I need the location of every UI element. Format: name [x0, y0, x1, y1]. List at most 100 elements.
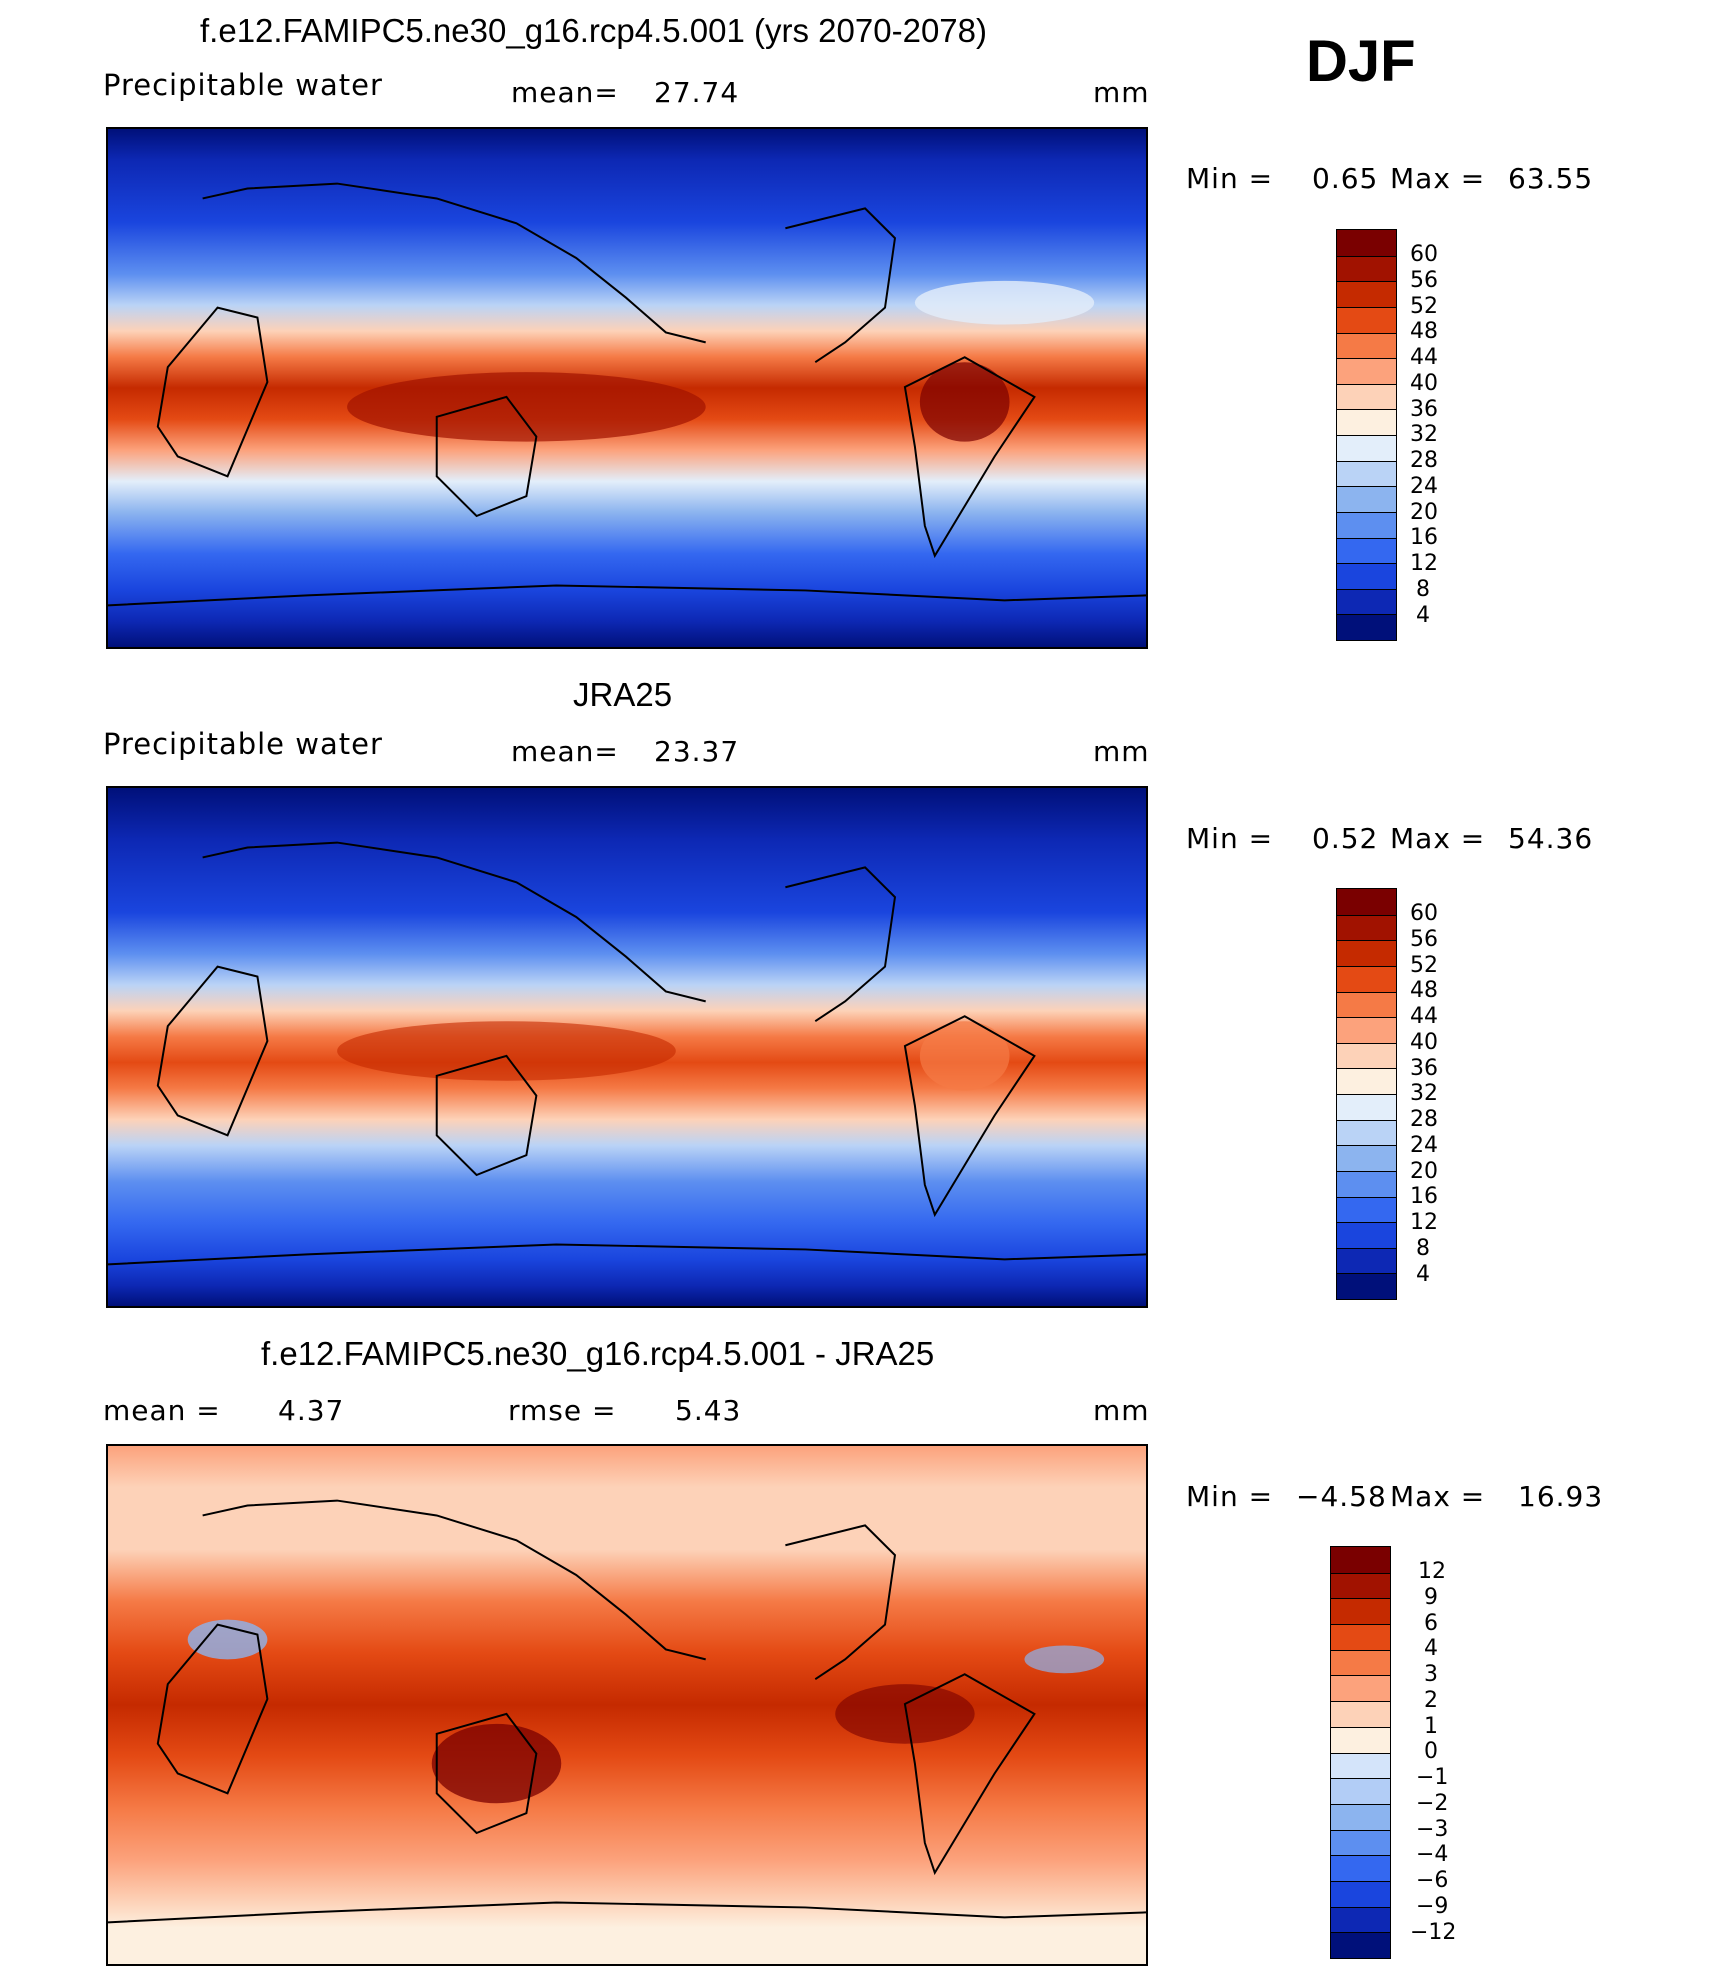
panel-1-colorbar-tick: 4 — [1416, 603, 1430, 628]
panel-1-units: mm — [1093, 76, 1150, 109]
panel-2-title: JRA25 — [573, 676, 673, 713]
panel-1-mean-value: 27.74 — [654, 76, 740, 109]
panel-2-colorbar-swatch — [1337, 1119, 1396, 1146]
panel-2-colorbar-tick: 40 — [1410, 1030, 1438, 1055]
panel-1-colorbar-tick: 60 — [1410, 242, 1438, 267]
panel-1-variable-label: Precipitable water — [103, 68, 383, 102]
panel-3-colorbar-swatch — [1331, 1752, 1390, 1779]
panel-3-colorbar-tick: −2 — [1416, 1791, 1449, 1816]
panel-2-colorbar-swatch — [1337, 889, 1396, 915]
panel-3-colorbar-swatch — [1331, 1547, 1390, 1573]
panel-2-mean-value: 23.37 — [654, 735, 740, 768]
panel-1-colorbar-swatch — [1337, 383, 1396, 410]
panel-1-colorbar-swatch — [1337, 460, 1396, 487]
panel-3-mean-label: mean = — [103, 1394, 221, 1427]
panel-3-colorbar-tick: 0 — [1424, 1739, 1438, 1764]
panel-2-min-label: Min = — [1186, 822, 1274, 855]
panel-3-colorbar-tick: 4 — [1424, 1636, 1438, 1661]
panel-2-colorbar-swatch — [1337, 1042, 1396, 1069]
panel-1-colorbar-tick: 32 — [1410, 422, 1438, 447]
panel-1-colorbar-tick: 40 — [1410, 371, 1438, 396]
panel-3-colorbar-swatch — [1331, 1572, 1390, 1599]
panel-2-colorbar-tick: 8 — [1416, 1236, 1430, 1261]
panel-3-colorbar-tick: 3 — [1424, 1662, 1438, 1687]
panel-3-colorbar-swatch — [1331, 1624, 1390, 1650]
panel-2-colorbar-swatch — [1337, 1273, 1396, 1299]
panel-3-negative-area-atlantic — [1024, 1645, 1105, 1674]
panel-1-colorbar-tick: 48 — [1410, 319, 1438, 344]
panel-1-colorbar-tick: 44 — [1410, 345, 1438, 370]
panel-2-mean-label: mean= — [511, 735, 619, 768]
panel-2-colorbar-tick: 12 — [1410, 1210, 1438, 1235]
panel-1-coastlines — [108, 182, 1146, 607]
panel-2-colorbar-swatch — [1337, 914, 1396, 941]
panel-3-colorbar-tick: 1 — [1424, 1714, 1438, 1739]
panel-1-colorbar-swatch — [1337, 614, 1396, 640]
panel-2-warm-pool — [337, 1021, 676, 1081]
panel-3-coastlines — [108, 1499, 1146, 1924]
panel-3-field — [108, 1446, 1146, 1964]
panel-2-colorbar-swatch — [1337, 1222, 1396, 1248]
panel-1-colorbar-tick: 52 — [1410, 294, 1438, 319]
panel-3-colorbar-tick: 9 — [1424, 1585, 1438, 1610]
panel-2-map — [106, 786, 1148, 1308]
panel-2-colorbar-tick: 60 — [1410, 901, 1438, 926]
panel-1-colorbar-swatch — [1337, 486, 1396, 512]
panel-2-colorbar-swatch — [1337, 1094, 1396, 1120]
panel-2-colorbar-swatch — [1337, 1068, 1396, 1094]
panel-2-colorbar-tick: 56 — [1410, 927, 1438, 952]
panel-3-colorbar-swatch — [1331, 1880, 1390, 1907]
panel-1-colorbar-swatch — [1337, 358, 1396, 384]
panel-2-colorbar-tick: 32 — [1410, 1081, 1438, 1106]
panel-1-min-label: Min = — [1186, 162, 1274, 195]
panel-3-colorbar-swatch — [1331, 1649, 1390, 1676]
panel-1-colorbar-swatch — [1337, 435, 1396, 461]
panel-3-colorbar-tick: −1 — [1416, 1765, 1449, 1790]
panel-2-variable-label: Precipitable water — [103, 727, 383, 761]
panel-2-colorbar-swatch — [1337, 940, 1396, 966]
panel-3-colorbar-swatch — [1331, 1598, 1390, 1625]
panel-3-min-value: −4.58 — [1296, 1480, 1387, 1513]
panel-1-max-value: 63.55 — [1508, 162, 1594, 195]
panel-1-colorbar-swatch — [1337, 306, 1396, 333]
panel-1-map — [106, 127, 1148, 649]
panel-2-colorbar-swatch — [1337, 1196, 1396, 1223]
panel-1-colorbar-tick: 28 — [1410, 448, 1438, 473]
panel-1-colorbar-swatch — [1337, 255, 1396, 282]
season-label: DJF — [1306, 29, 1416, 94]
panel-2-colorbar-tick: 52 — [1410, 953, 1438, 978]
panel-3-colorbar-swatch — [1331, 1906, 1390, 1933]
panel-1-colorbar-tick: 36 — [1410, 397, 1438, 422]
panel-3-negative-area — [187, 1619, 268, 1660]
panel-2-min-value: 0.52 — [1312, 822, 1379, 855]
panel-3-colorbar-swatch — [1331, 1675, 1390, 1702]
panel-1-colorbar-swatch — [1337, 230, 1396, 256]
panel-1-title: f.e12.FAMIPC5.ne30_g16.rcp4.5.001 (yrs 2… — [200, 12, 987, 49]
panel-2-colorbar-swatch — [1337, 991, 1396, 1018]
panel-3-colorbar-tick: −9 — [1416, 1894, 1449, 1919]
panel-3-colorbar-tick: 2 — [1424, 1688, 1438, 1713]
panel-1-colorbar-swatch — [1337, 588, 1396, 615]
panel-3-amazon-max — [835, 1684, 975, 1744]
panel-1-amazon-max — [919, 362, 1010, 442]
panel-1-mean-label: mean= — [511, 76, 619, 109]
panel-2-colorbar-tick: 48 — [1410, 978, 1438, 1003]
panel-3-colorbar-swatch — [1331, 1726, 1390, 1753]
panel-1-colorbar-tick: 8 — [1416, 577, 1430, 602]
panel-3-title: f.e12.FAMIPC5.ne30_g16.rcp4.5.001 - JRA2… — [261, 1335, 935, 1372]
panel-3-colorbar-tick: −3 — [1416, 1817, 1449, 1842]
panel-2-coastlines — [108, 841, 1146, 1266]
panel-2-colorbar-swatch — [1337, 1145, 1396, 1171]
panel-1-colorbar-tick: 56 — [1410, 268, 1438, 293]
panel-2-colorbar-tick: 28 — [1410, 1107, 1438, 1132]
panel-1-colorbar-swatch — [1337, 281, 1396, 307]
panel-2-colorbar-tick: 24 — [1410, 1133, 1438, 1158]
panel-3-colorbar-swatch — [1331, 1829, 1390, 1856]
panel-3-colorbar-tick: −12 — [1410, 1920, 1457, 1945]
panel-3-colorbar-swatch — [1331, 1932, 1390, 1958]
panel-1-colorbar-swatch — [1337, 537, 1396, 564]
panel-1-warm-pool — [347, 372, 706, 442]
panel-3-rmse-value: 5.43 — [675, 1394, 742, 1427]
panel-2-colorbar-swatch — [1337, 1170, 1396, 1197]
panel-1-colorbar-tick: 12 — [1410, 551, 1438, 576]
